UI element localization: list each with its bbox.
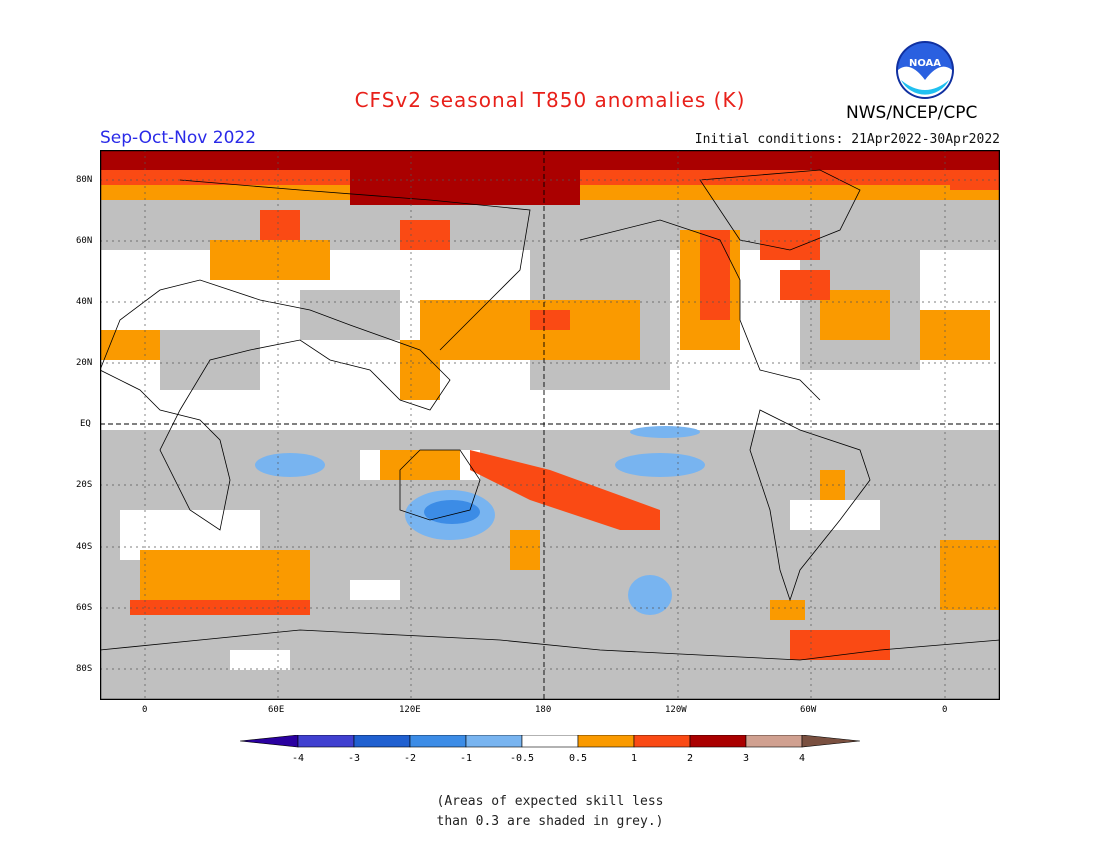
lat-label: 80S — [76, 664, 93, 674]
noaa-logo-icon: NOAA — [896, 41, 954, 99]
coastlines — [100, 169, 1000, 661]
legend-tick: -2 — [404, 753, 416, 764]
legend-tick: -1 — [460, 753, 472, 764]
lon-label: 0 — [942, 705, 948, 715]
svg-text:NOAA: NOAA — [909, 58, 941, 69]
skill-note: (Areas of expected skill less than 0.3 a… — [0, 792, 1100, 832]
lat-label: 20S — [76, 480, 93, 490]
initial-conditions: Initial conditions: 21Apr2022-30Apr2022 — [694, 132, 1000, 147]
color-legend: -4 -3 -2 -1 -0.5 0.5 1 2 3 4 — [240, 735, 860, 764]
legend-tick: 3 — [743, 753, 749, 764]
forecast-period: Sep-Oct-Nov 2022 — [100, 128, 257, 148]
lon-label: 120W — [665, 705, 687, 715]
map-title: CFSv2 seasonal T850 anomalies (K) — [354, 88, 746, 112]
legend-tick: 0.5 — [569, 753, 587, 764]
legend-tick: 2 — [687, 753, 693, 764]
lon-label: 180 — [535, 705, 552, 715]
lat-label: 80N — [76, 175, 93, 185]
skill-note-line: than 0.3 are shaded in grey.) — [436, 814, 664, 829]
lat-label: EQ — [80, 419, 91, 429]
lat-label: 60N — [76, 236, 93, 246]
lat-label: 60S — [76, 603, 93, 613]
lon-label: 0 — [142, 705, 148, 715]
lat-label: 40N — [76, 297, 93, 307]
lat-label: 20N — [76, 358, 93, 368]
legend-tick: -0.5 — [510, 753, 534, 764]
organization-label: NWS/NCEP/CPC — [846, 103, 978, 123]
legend-tick: 1 — [631, 753, 637, 764]
lon-label: 120E — [399, 705, 421, 715]
lat-label: 40S — [76, 542, 93, 552]
legend-tick: -4 — [292, 753, 304, 764]
lon-label: 60E — [268, 705, 285, 715]
legend-tick: 4 — [799, 753, 805, 764]
legend-tick: -3 — [348, 753, 360, 764]
anomaly-map — [100, 150, 1000, 700]
skill-note-line: (Areas of expected skill less — [436, 794, 664, 809]
lon-label: 60W — [800, 705, 817, 715]
